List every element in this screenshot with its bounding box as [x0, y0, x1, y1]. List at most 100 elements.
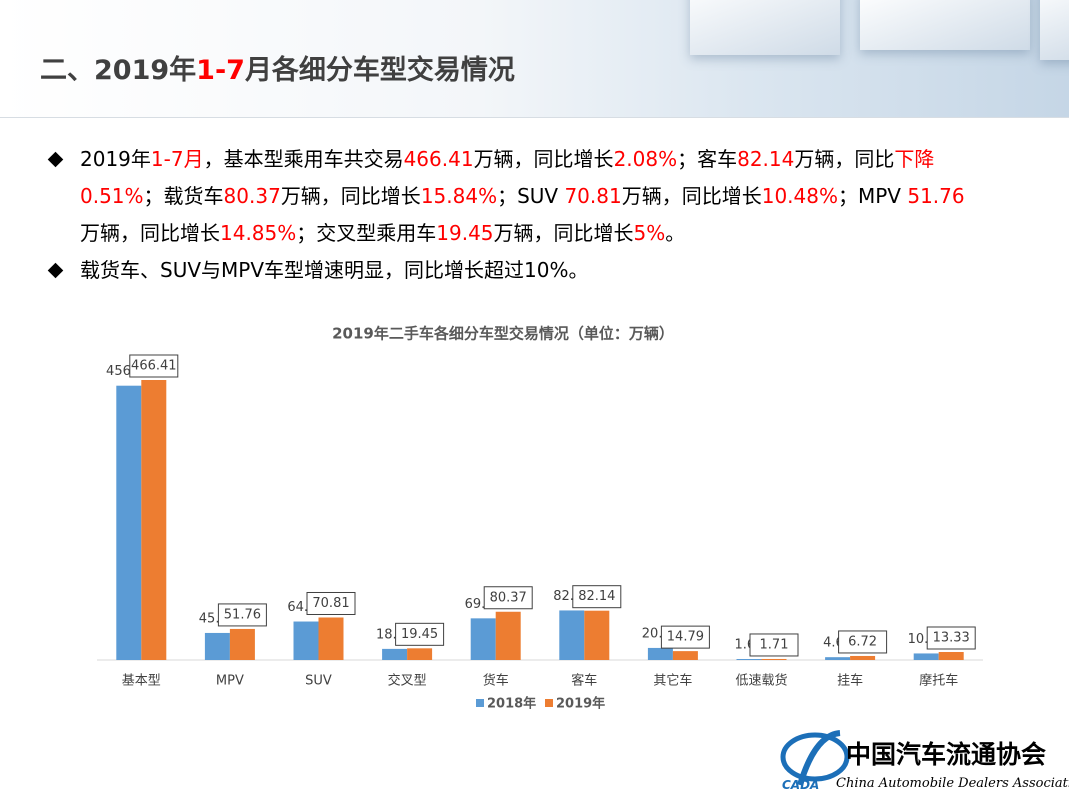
bar	[736, 659, 762, 660]
text-run: ；载货车	[143, 184, 224, 208]
bullet-text: 载货车、SUV与MPV车型增速明显，同比增长超过10%。	[80, 252, 970, 289]
text-run: 70.81	[564, 184, 622, 208]
label-box	[572, 585, 622, 609]
x-tick-label: 交叉型	[388, 673, 427, 689]
bar	[850, 655, 876, 660]
text-run: ；客车	[677, 147, 738, 171]
legend-swatch	[476, 699, 484, 707]
x-tick-label: 挂车	[837, 673, 863, 689]
x-tick-label: 货车	[483, 673, 509, 689]
x-tick-label: 基本型	[122, 674, 161, 689]
text-run: 466.41	[403, 147, 474, 171]
bar	[761, 658, 787, 660]
label-box	[306, 591, 356, 615]
bar	[584, 610, 610, 660]
bar	[293, 621, 319, 660]
bullet-text: 2019年1-7月，基本型乘用车共交易466.41万辆，同比增长2.08%；客车…	[80, 141, 970, 252]
text-run: ；MPV	[837, 184, 908, 208]
text-run: 5%	[633, 221, 666, 245]
bar	[672, 651, 698, 660]
bar	[495, 611, 521, 660]
bar	[204, 632, 230, 660]
text-run: 万辆，同比增长	[493, 221, 634, 245]
x-tick-label: SUV	[305, 674, 332, 689]
data-label: 82.14	[578, 589, 615, 604]
text-run: 。	[665, 221, 686, 245]
text-run: 51.76	[907, 184, 965, 208]
bar	[318, 617, 344, 660]
data-label: 1.71	[760, 637, 789, 652]
header: 二、2019年1-7月各细分车型交易情况	[0, 0, 1069, 118]
text-run: 80.37	[223, 184, 281, 208]
text-run: 2.08%	[613, 147, 678, 171]
data-label: 14.79	[667, 630, 704, 645]
text-run: 14.85%	[220, 221, 297, 245]
bar	[647, 647, 673, 660]
x-tick-label: 摩托车	[919, 673, 958, 689]
chart-title: 2019年二手车各细分车型交易情况（单位：万辆）	[332, 325, 674, 343]
text-run: 1-7	[196, 55, 245, 86]
label-box	[749, 633, 799, 657]
bar	[825, 657, 851, 660]
text-run: 二、2019年	[40, 55, 197, 86]
x-tick-label: 其它车	[653, 673, 692, 689]
bar	[913, 653, 939, 660]
label-box	[660, 625, 710, 649]
data-label: 51.76	[224, 607, 261, 622]
bar	[938, 651, 964, 660]
text-run: 万辆，同比增长	[621, 184, 762, 208]
decoration	[1040, 0, 1069, 60]
decoration	[690, 0, 840, 55]
label-box	[838, 630, 888, 654]
logo: CADA 中国汽车流通协会 China Automobile Dealers A…	[780, 730, 1069, 792]
text-run: 10.48%	[761, 184, 838, 208]
bar	[382, 648, 408, 660]
text-run: ，基本型乘用车共交易	[203, 147, 404, 171]
text-run: 万辆，同比增长	[473, 147, 614, 171]
bar	[141, 380, 167, 660]
data-label: 6.72	[848, 634, 877, 649]
bar	[559, 610, 585, 660]
logo-mark	[797, 730, 841, 786]
label-box	[129, 354, 179, 378]
bar	[407, 648, 433, 660]
label-box	[483, 586, 533, 610]
text-run: 月各细分车型交易情况	[244, 55, 515, 86]
bar	[229, 628, 255, 660]
label-box	[217, 603, 267, 627]
text-run: 万辆，同比增长	[80, 221, 220, 245]
data-label: 19.45	[401, 627, 438, 642]
legend-label: 2019年	[556, 696, 605, 712]
logo-mark	[780, 732, 850, 782]
logo-english: China Automobile Dealers Association	[836, 776, 1069, 791]
text-run: 下降0.51%	[80, 147, 935, 208]
bullet-icon	[47, 262, 64, 279]
slide-title: 二、2019年1-7月各细分车型交易情况	[40, 48, 515, 87]
text-run: 载货车、SUV与MPV车型增速明显，同比增长超过10%。	[80, 258, 589, 282]
text-run: ；交叉型乘用车	[296, 221, 437, 245]
decoration	[860, 0, 1030, 50]
logo-name: 中国汽车流通协会	[846, 740, 1046, 769]
legend-label: 2018年	[487, 696, 536, 712]
text-run: 1-7月	[150, 147, 204, 171]
text-run: 82.14	[737, 147, 795, 171]
text-run: 万辆，同比增长	[280, 184, 421, 208]
x-tick-label: 客车	[571, 673, 597, 689]
x-tick-label: MPV	[216, 674, 244, 689]
label-box	[926, 626, 976, 650]
data-label: 70.81	[312, 596, 349, 611]
bullet-icon	[47, 151, 64, 168]
chart: 2019年二手车各细分车型交易情况（单位：万辆） 基本型456.92466.41…	[97, 325, 983, 712]
data-label: 466.41	[131, 359, 177, 374]
text-run: 15.84%	[420, 184, 498, 208]
label-box	[395, 622, 445, 646]
legend-swatch	[545, 699, 553, 707]
x-tick-label: 低速载货	[735, 673, 787, 689]
logo-abbr: CADA	[782, 778, 819, 792]
text-run: 万辆，同比	[794, 147, 895, 171]
bar	[470, 618, 496, 660]
data-label: 13.33	[933, 630, 970, 645]
bar	[116, 385, 142, 660]
text-run: 2019年	[80, 147, 151, 171]
